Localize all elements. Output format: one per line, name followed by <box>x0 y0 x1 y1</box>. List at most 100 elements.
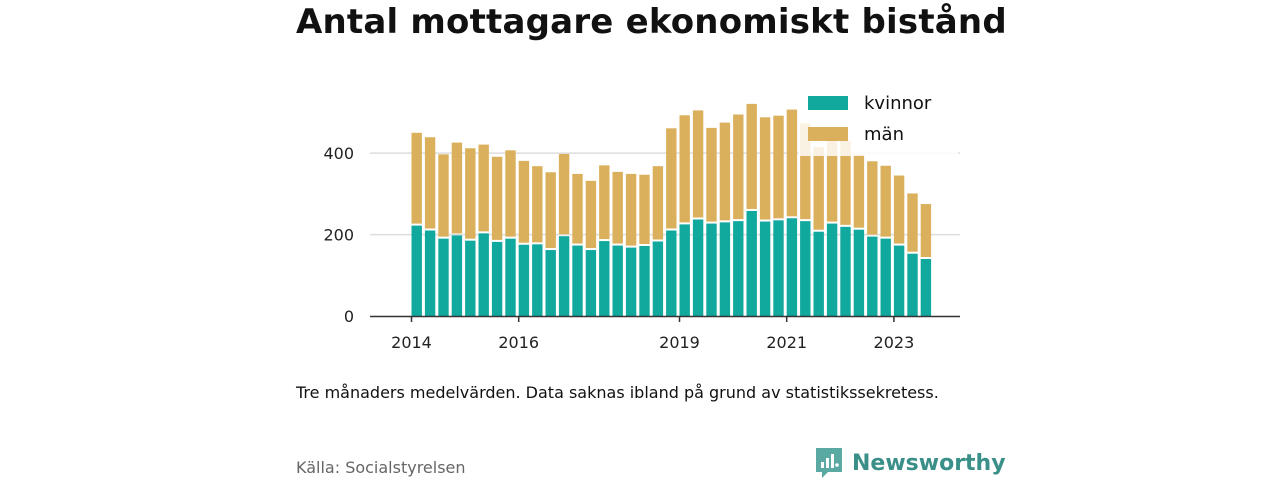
bar-man <box>840 140 851 225</box>
bar-kvinnor <box>438 238 449 316</box>
bar-man <box>639 174 650 244</box>
bar-man <box>612 171 623 244</box>
bar-kvinnor <box>532 244 543 316</box>
bar-kvinnor <box>853 229 865 316</box>
bar-kvinnor <box>880 238 891 316</box>
bar-man <box>692 110 704 218</box>
bar-kvinnor <box>679 224 690 316</box>
bar-kvinnor <box>451 235 463 316</box>
bar-man <box>652 166 664 240</box>
legend-swatch <box>808 127 848 141</box>
bar-man <box>625 173 637 246</box>
bar-man <box>719 122 731 221</box>
bar-man <box>558 153 570 235</box>
bar-man <box>733 114 744 220</box>
bar-kvinnor <box>639 245 650 316</box>
bar-kvinnor <box>907 253 918 316</box>
bar-kvinnor <box>840 226 851 316</box>
bar-man <box>679 115 690 223</box>
y-tick-label: 200 <box>323 226 354 245</box>
bar-kvinnor <box>920 259 932 316</box>
bar-kvinnor <box>545 250 556 316</box>
bar-man <box>706 127 717 222</box>
legend-label: kvinnor <box>864 93 932 114</box>
bar-kvinnor <box>652 241 664 316</box>
bar-kvinnor <box>746 210 757 316</box>
bar-man <box>599 165 610 240</box>
bar-man <box>572 173 583 244</box>
bar-kvinnor <box>518 244 530 316</box>
bar-man <box>532 166 543 243</box>
bar-kvinnor <box>625 247 637 316</box>
y-tick-label: 0 <box>344 307 354 326</box>
bar-kvinnor <box>411 225 422 316</box>
bar-man <box>746 103 757 209</box>
bar-kvinnor <box>773 220 784 316</box>
bar-kvinnor <box>692 219 704 316</box>
bar-kvinnor <box>424 230 436 316</box>
bar-man <box>411 132 422 224</box>
bar-kvinnor <box>733 221 744 316</box>
bar-kvinnor <box>893 245 905 316</box>
source-label: Källa: Socialstyrelsen <box>296 458 466 477</box>
bar-kvinnor <box>465 240 476 316</box>
bar-man <box>853 154 865 228</box>
bar-kvinnor <box>826 223 838 316</box>
bar-man <box>826 139 838 222</box>
x-tick-label: 2019 <box>659 333 700 352</box>
legend: kvinnor män <box>798 84 958 156</box>
bar-kvinnor <box>612 245 623 316</box>
bar-man <box>867 161 878 235</box>
bar-man <box>478 144 489 232</box>
y-tick-label: 400 <box>323 144 354 163</box>
bar-kvinnor <box>813 231 824 316</box>
x-tick-label: 2021 <box>766 333 807 352</box>
bar-kvinnor <box>867 236 878 316</box>
chart-note: Tre månaders medelvärden. Data saknas ib… <box>296 383 939 402</box>
bar-man <box>545 172 556 249</box>
x-tick-label: 2023 <box>874 333 915 352</box>
stacked-bar-chart: 2014 2016 2019 2021 2023 0 200 400 kvinnor män <box>323 84 960 352</box>
y-ticks: 0 200 400 <box>323 144 354 326</box>
brand-name: Newsworthy <box>852 450 1006 476</box>
bar-kvinnor <box>800 221 811 316</box>
bar-man <box>773 115 784 219</box>
bar-man <box>813 147 824 230</box>
x-tick-label: 2014 <box>391 333 432 352</box>
bar-kvinnor <box>558 236 570 316</box>
bar-man <box>465 148 476 239</box>
bar-man <box>491 156 503 240</box>
bar-kvinnor <box>666 230 677 316</box>
brand-logo[interactable]: Newsworthy <box>814 446 1006 480</box>
bar-kvinnor <box>478 233 489 316</box>
bar-kvinnor <box>491 241 503 316</box>
legend-swatch <box>808 96 848 110</box>
bar-man <box>424 137 436 229</box>
bar-man <box>800 123 811 220</box>
bar-man <box>451 142 463 234</box>
bar-man <box>786 109 798 217</box>
bar-man <box>518 160 530 243</box>
bar-kvinnor <box>599 241 610 316</box>
bar-man <box>438 154 449 237</box>
bar-kvinnor <box>786 218 798 316</box>
bar-man <box>880 165 891 237</box>
bar-kvinnor <box>719 222 731 316</box>
bar-man <box>893 175 905 244</box>
bar-kvinnor <box>505 238 516 316</box>
bar-man <box>505 150 516 237</box>
chart-title: Antal mottagare ekonomiskt bistånd <box>296 2 1007 42</box>
bars <box>411 103 932 316</box>
bar-man <box>907 193 918 252</box>
bar-man <box>585 180 597 249</box>
legend-label: män <box>864 124 904 145</box>
bar-kvinnor <box>585 250 597 316</box>
x-tick-label: 2016 <box>498 333 539 352</box>
bar-man <box>920 204 932 257</box>
bar-man <box>666 128 677 229</box>
bar-man <box>759 117 771 220</box>
x-ticks: 2014 2016 2019 2021 2023 <box>391 316 914 352</box>
bar-kvinnor <box>759 221 771 316</box>
newsworthy-chart-icon <box>816 448 842 478</box>
bar-kvinnor <box>706 223 717 316</box>
